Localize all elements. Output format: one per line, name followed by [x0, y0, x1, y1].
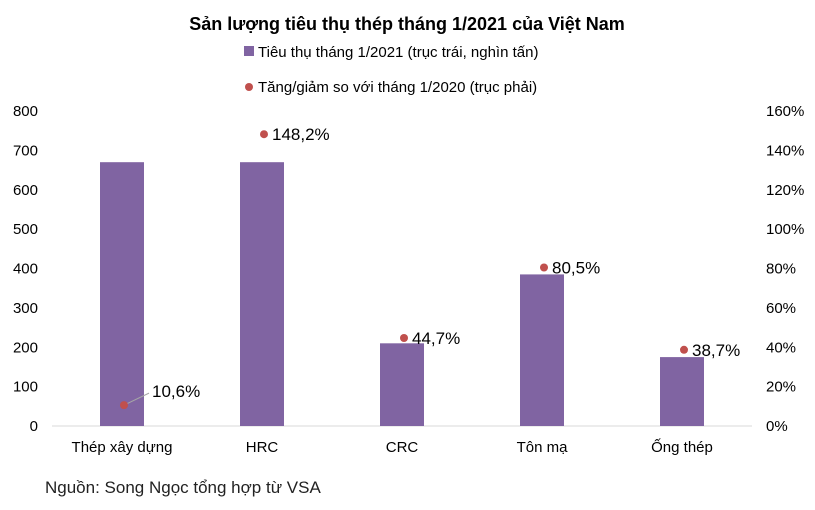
y-right-tick-label: 40%	[766, 339, 796, 356]
y-right-tick-label: 20%	[766, 379, 796, 396]
leader-lines	[125, 392, 150, 405]
y-right-tick-label: 140%	[766, 142, 804, 159]
growth-dot	[680, 345, 688, 354]
y-left-tick-label: 200	[13, 339, 38, 356]
y-right-tick-label: 60%	[766, 300, 796, 317]
source-note: Nguồn: Song Ngọc tổng hợp từ VSA	[45, 478, 321, 497]
y-left-tick-label: 100	[13, 379, 38, 396]
category-label: HRC	[246, 439, 279, 456]
y-axis-left: 0 100 200 300 400 500 600 700 800	[13, 103, 38, 435]
bar	[520, 274, 564, 426]
legend: Tiêu thụ tháng 1/2021 (trục trái, nghìn …	[244, 44, 538, 96]
growth-label: 38,7%	[692, 341, 740, 360]
growth-label: 148,2%	[272, 125, 330, 144]
x-axis-categories: Thép xây dựng HRC CRC Tôn mạ Ống thép	[72, 438, 713, 456]
legend-dot-label: Tăng/giảm so với tháng 1/2020 (trục phải…	[258, 79, 537, 96]
growth-dot	[260, 130, 268, 139]
legend-bar-swatch	[244, 46, 254, 56]
y-left-tick-label: 400	[13, 261, 38, 278]
growth-label: 10,6%	[152, 382, 200, 401]
y-axis-right: 0% 20% 40% 60% 80% 100% 120% 140% 160%	[766, 103, 804, 435]
y-left-tick-label: 500	[13, 221, 38, 238]
y-left-tick-label: 700	[13, 142, 38, 159]
y-right-tick-label: 80%	[766, 261, 796, 278]
bar	[100, 162, 144, 426]
legend-bar-label: Tiêu thụ tháng 1/2021 (trục trái, nghìn …	[258, 44, 538, 61]
y-right-tick-label: 160%	[766, 103, 804, 120]
dot-series	[120, 130, 688, 410]
y-left-tick-label: 0	[30, 418, 38, 435]
leader-line	[125, 392, 150, 405]
chart-title: Sản lượng tiêu thụ thép tháng 1/2021 của…	[189, 14, 625, 34]
y-left-tick-label: 600	[13, 182, 38, 199]
growth-dot	[400, 333, 408, 342]
growth-dot	[540, 263, 548, 272]
bar	[240, 162, 284, 426]
bar	[660, 357, 704, 426]
y-left-tick-label: 800	[13, 103, 38, 120]
category-label: Tôn mạ	[517, 439, 569, 456]
category-label: Thép xây dựng	[72, 439, 173, 456]
bar	[380, 343, 424, 426]
growth-dot	[120, 401, 128, 410]
legend-dot-swatch	[245, 83, 253, 91]
y-right-tick-label: 0%	[766, 418, 788, 435]
category-label: CRC	[386, 439, 419, 456]
bar-series	[100, 162, 704, 426]
growth-label: 44,7%	[412, 329, 460, 348]
y-right-tick-label: 120%	[766, 182, 804, 199]
category-label: Ống thép	[651, 438, 713, 456]
growth-label: 80,5%	[552, 259, 600, 278]
y-right-tick-label: 100%	[766, 221, 804, 238]
data-labels: 10,6% 148,2% 44,7% 80,5% 38,7%	[152, 125, 740, 401]
y-left-tick-label: 300	[13, 300, 38, 317]
